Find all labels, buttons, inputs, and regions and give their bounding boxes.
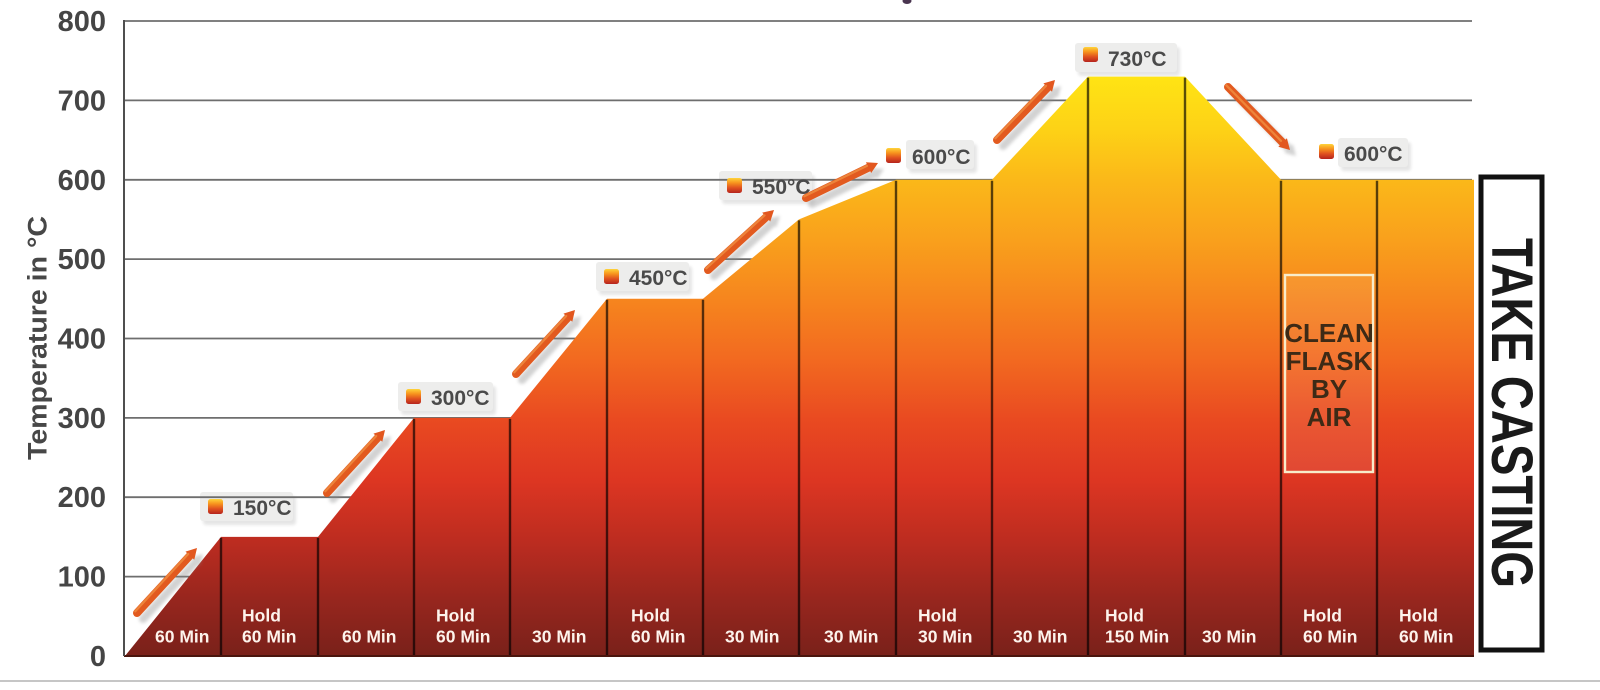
svg-text:Hold: Hold xyxy=(436,606,475,626)
svg-text:60 Min: 60 Min xyxy=(155,627,209,647)
svg-text:600: 600 xyxy=(58,165,106,197)
svg-text:100: 100 xyxy=(58,562,106,594)
svg-text:60 Min: 60 Min xyxy=(342,627,396,647)
svg-text:150 Min: 150 Min xyxy=(1105,627,1169,647)
svg-text:Hold: Hold xyxy=(918,606,957,626)
svg-text:Temperature in °C: Temperature in °C xyxy=(23,216,53,460)
svg-text:AIR: AIR xyxy=(1307,402,1352,432)
svg-text:60 Min: 60 Min xyxy=(631,627,685,647)
svg-text:600°C: 600°C xyxy=(1344,143,1403,166)
svg-text:150°C: 150°C xyxy=(233,497,292,520)
svg-text:300°C: 300°C xyxy=(431,387,490,410)
svg-text:500: 500 xyxy=(58,244,106,276)
svg-text:60 Min: 60 Min xyxy=(1303,627,1357,647)
svg-text:30 Min: 30 Min xyxy=(1013,627,1067,647)
svg-text:200: 200 xyxy=(58,482,106,514)
svg-text:Hold: Hold xyxy=(242,606,281,626)
svg-text:BY: BY xyxy=(1311,374,1347,404)
svg-text:30 Min: 30 Min xyxy=(824,627,878,647)
svg-text:300: 300 xyxy=(58,403,106,435)
svg-text:TAKE CASTING: TAKE CASTING xyxy=(1479,238,1544,588)
svg-text:60 Min: 60 Min xyxy=(242,627,296,647)
svg-text:600°C: 600°C xyxy=(912,146,971,169)
svg-text:30 Min: 30 Min xyxy=(532,627,586,647)
svg-text:CLEAN: CLEAN xyxy=(1284,318,1374,348)
svg-text:60 Min: 60 Min xyxy=(436,627,490,647)
svg-text:Hold: Hold xyxy=(1399,606,1438,626)
svg-text:Hold: Hold xyxy=(631,606,670,626)
svg-text:30 Min: 30 Min xyxy=(725,627,779,647)
svg-text:30 Min: 30 Min xyxy=(1202,627,1256,647)
svg-text:450°C: 450°C xyxy=(629,267,688,290)
svg-text:730°C: 730°C xyxy=(1108,48,1167,71)
svg-text:400: 400 xyxy=(58,324,106,356)
svg-text:550°C: 550°C xyxy=(752,176,811,199)
svg-text:60 Min: 60 Min xyxy=(1399,627,1453,647)
svg-text:FLASK: FLASK xyxy=(1286,346,1373,376)
svg-text:0: 0 xyxy=(90,641,106,673)
svg-text:Hold: Hold xyxy=(1303,606,1342,626)
svg-text:30 Min: 30 Min xyxy=(918,627,972,647)
svg-text:700: 700 xyxy=(58,85,106,117)
svg-text:Hold: Hold xyxy=(1105,606,1144,626)
svg-text:800: 800 xyxy=(58,6,106,38)
